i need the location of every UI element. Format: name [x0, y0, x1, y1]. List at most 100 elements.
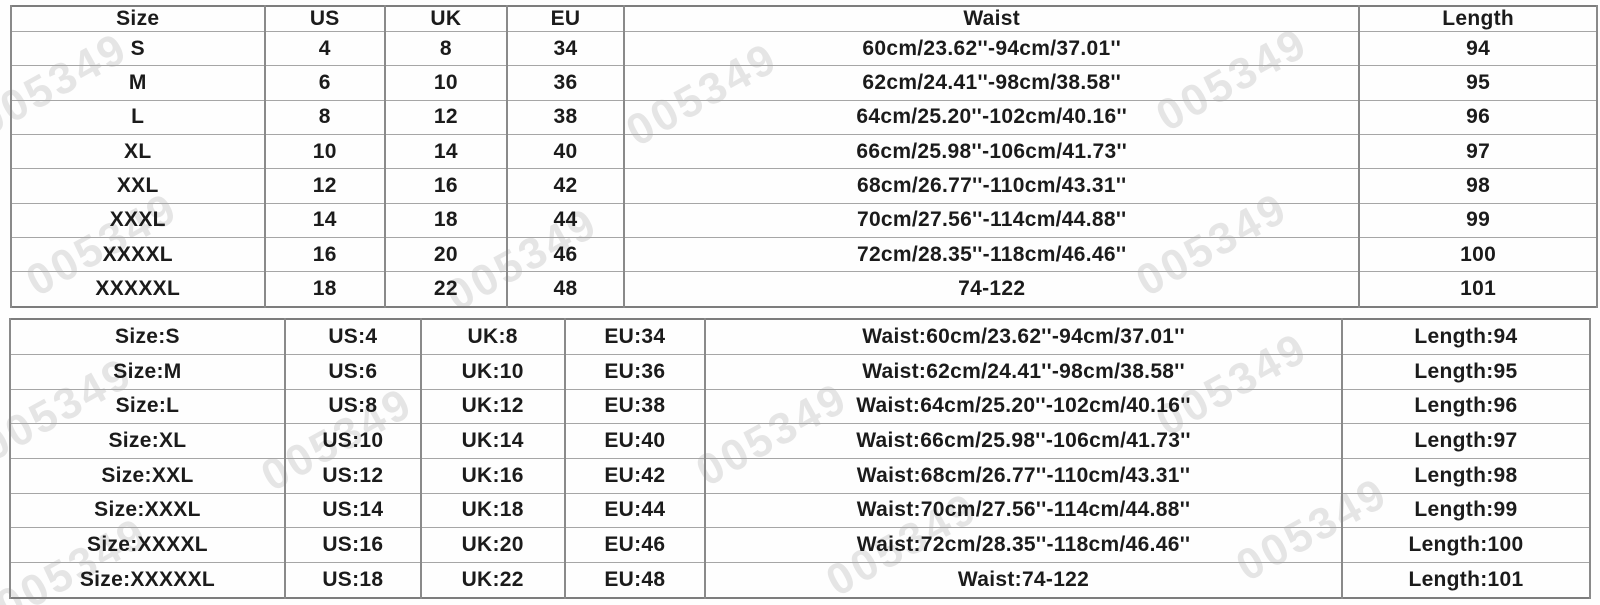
cell-uk: 16	[383, 168, 508, 204]
cell-length: 94	[1358, 30, 1598, 67]
cell-length: Length:94	[1340, 318, 1592, 355]
cell-us: 10	[263, 134, 386, 170]
cell-eu: EU:46	[563, 527, 707, 564]
cell-us: US:16	[283, 527, 422, 564]
cell-waist: 68cm/26.77''-110cm/43.31''	[623, 168, 1361, 204]
cell-length: Length:95	[1340, 353, 1592, 390]
cell-eu: EU:44	[563, 492, 707, 529]
cell-eu: 36	[505, 65, 626, 101]
cell-uk: 14	[383, 134, 508, 170]
cell-uk: 22	[383, 271, 508, 308]
cell-us: US:8	[283, 388, 422, 425]
cell-eu: EU:38	[563, 388, 707, 425]
cell-size: Size:XL	[9, 423, 286, 459]
cell-length: 97	[1358, 134, 1598, 170]
cell-length: 95	[1358, 65, 1598, 101]
cell-uk: UK:10	[419, 353, 566, 390]
cell-eu: 44	[505, 202, 626, 239]
cell-uk: 10	[383, 65, 508, 101]
cell-length: Length:100	[1340, 527, 1592, 564]
cell-length: 98	[1358, 168, 1598, 204]
cell-length: 99	[1358, 202, 1598, 239]
cell-uk: UK:18	[419, 492, 566, 529]
cell-eu: EU:42	[563, 457, 707, 494]
cell-us: 16	[263, 237, 386, 273]
table-row: XXL 12 16 42 68cm/26.77''-110cm/43.31'' 98	[10, 168, 1598, 204]
cell-size: L	[10, 99, 266, 136]
cell-length: 101	[1358, 271, 1598, 308]
cell-us: US:12	[283, 457, 422, 494]
cell-length: Length:98	[1340, 457, 1592, 494]
cell-size: Size:XXXL	[9, 492, 286, 529]
cell-size: XXXXL	[10, 237, 266, 273]
cell-length: Length:99	[1340, 492, 1592, 529]
cell-eu: 38	[505, 99, 626, 136]
table-row: S 4 8 34 60cm/23.62''-94cm/37.01'' 94	[10, 30, 1598, 67]
cell-eu: 42	[505, 168, 626, 204]
table-row: L 8 12 38 64cm/25.20''-102cm/40.16'' 96	[10, 99, 1598, 136]
cell-size: XL	[10, 134, 266, 170]
cell-size: Size:XXL	[9, 457, 286, 494]
cell-waist: Waist:72cm/28.35''-118cm/46.46''	[704, 527, 1343, 564]
cell-waist: Waist:70cm/27.56''-114cm/44.88''	[704, 492, 1343, 529]
cell-waist: Waist:62cm/24.41''-98cm/38.58''	[704, 353, 1343, 390]
cell-uk: 18	[383, 202, 508, 239]
cell-waist: 64cm/25.20''-102cm/40.16''	[623, 99, 1361, 136]
cell-size: Size:XXXXL	[9, 527, 286, 564]
cell-waist: 62cm/24.41''-98cm/38.58''	[623, 65, 1361, 101]
size-chart-table-international: Size US UK EU Waist Length S 4 8 34 60cm/23.62''-…	[10, 5, 1598, 308]
table-row: XXXL 14 18 44 70cm/27.56''-114cm/44.88'' 99	[10, 202, 1598, 239]
cell-eu: 34	[505, 30, 626, 67]
cell-uk: UK:22	[419, 562, 566, 599]
header-us: US	[263, 5, 386, 32]
table-row: XXXXXL 18 22 48 74-122 101	[10, 271, 1598, 308]
cell-size: Size:S	[9, 318, 286, 355]
cell-uk: 8	[383, 30, 508, 67]
cell-size: Size:XXXXXL	[9, 562, 286, 599]
cell-uk: UK:8	[419, 318, 566, 355]
cell-us: 6	[263, 65, 386, 101]
cell-us: 18	[263, 271, 386, 308]
cell-eu: 46	[505, 237, 626, 273]
header-length: Length	[1358, 5, 1598, 32]
header-row: Size US UK EU Waist Length	[10, 5, 1598, 32]
cell-uk: 12	[383, 99, 508, 136]
cell-size: XXXXXL	[10, 271, 266, 308]
cell-us: US:14	[283, 492, 422, 529]
cell-eu: 48	[505, 271, 626, 308]
cell-us: US:10	[283, 423, 422, 459]
cell-waist: 66cm/25.98''-106cm/41.73''	[623, 134, 1361, 170]
cell-size: S	[10, 30, 266, 67]
cell-us: US:18	[283, 562, 422, 599]
table-row: M 6 10 36 62cm/24.41''-98cm/38.58'' 95	[10, 65, 1598, 101]
cell-size: Size:M	[9, 353, 286, 390]
cell-eu: EU:34	[563, 318, 707, 355]
cell-length: 96	[1358, 99, 1598, 136]
cell-size: M	[10, 65, 266, 101]
header-size: Size	[10, 5, 266, 32]
t2-body: Size:S US:4 UK:8 EU:34 Waist:60cm/23.62''-94…	[9, 318, 1592, 599]
cell-size: XXL	[10, 168, 266, 204]
cell-us: 8	[263, 99, 386, 136]
table-row: XL 10 14 40 66cm/25.98''-106cm/41.73'' 97	[10, 134, 1598, 170]
table-row: Size:XXXXL US:16 UK:20 EU:46 Waist:72cm/28.3…	[9, 527, 1592, 564]
cell-waist: 74-122	[623, 271, 1361, 308]
cell-uk: 20	[383, 237, 508, 273]
cell-length: Length:96	[1340, 388, 1592, 425]
cell-uk: UK:14	[419, 423, 566, 459]
cell-size: XXXL	[10, 202, 266, 239]
cell-waist: Waist:60cm/23.62''-94cm/37.01''	[704, 318, 1343, 355]
header-eu: EU	[505, 5, 626, 32]
cell-us: 4	[263, 30, 386, 67]
cell-us: US:6	[283, 353, 422, 390]
table-row: Size:XXXXXL US:18 UK:22 EU:48 Waist:74-122 Le…	[9, 562, 1592, 599]
size-chart-table-labeled: Size:S US:4 UK:8 EU:34 Waist:60cm/23.62''-94…	[9, 318, 1592, 599]
cell-eu: EU:40	[563, 423, 707, 459]
table-row: XXXXL 16 20 46 72cm/28.35''-118cm/46.46'' 100	[10, 237, 1598, 273]
table-row: Size:M US:6 UK:10 EU:36 Waist:62cm/24.41''-9…	[9, 353, 1592, 390]
t1-body: S 4 8 34 60cm/23.62''-94cm/37.01'' 94 M 6 10 36 62…	[10, 30, 1598, 308]
table-row: Size:XXL US:12 UK:16 EU:42 Waist:68cm/26.77'…	[9, 457, 1592, 494]
cell-uk: UK:20	[419, 527, 566, 564]
cell-waist: Waist:74-122	[704, 562, 1343, 599]
